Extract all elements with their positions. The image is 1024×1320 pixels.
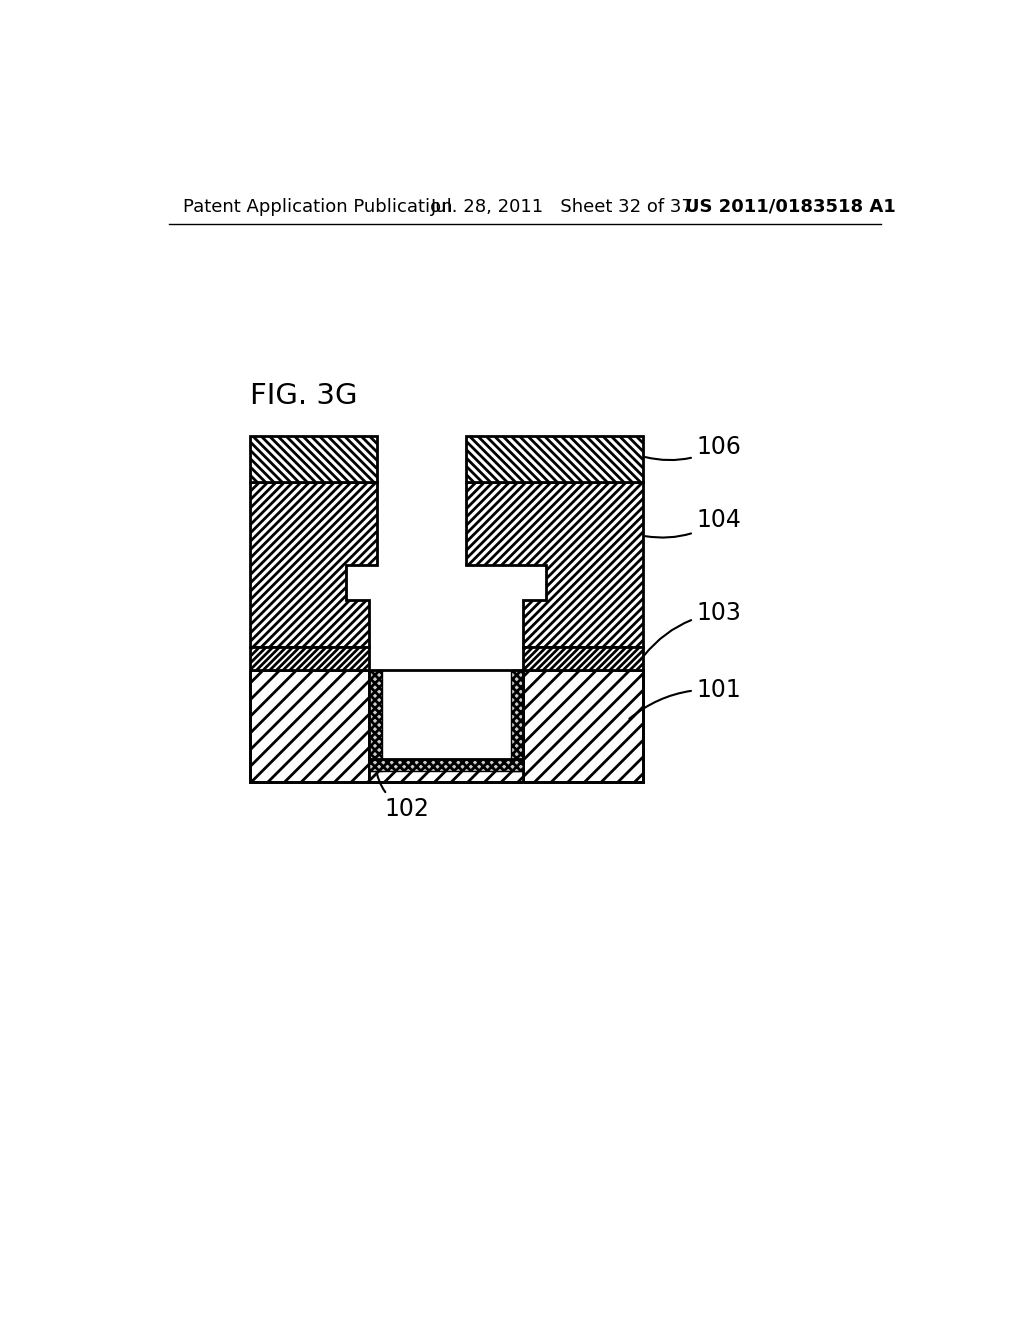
Text: Jul. 28, 2011   Sheet 32 of 37: Jul. 28, 2011 Sheet 32 of 37: [431, 198, 693, 216]
Bar: [250, 436, 377, 482]
Text: FIG. 3G: FIG. 3G: [250, 381, 357, 409]
Bar: [250, 671, 370, 781]
Text: 104: 104: [645, 508, 741, 537]
Text: US 2011/0183518 A1: US 2011/0183518 A1: [685, 198, 896, 216]
Polygon shape: [466, 482, 643, 647]
Bar: [523, 647, 643, 671]
Bar: [370, 671, 382, 771]
Bar: [370, 671, 523, 759]
Bar: [370, 759, 523, 781]
Bar: [466, 436, 643, 482]
Polygon shape: [250, 482, 377, 647]
Bar: [511, 671, 523, 771]
Text: 101: 101: [630, 677, 741, 718]
Text: 102: 102: [376, 766, 429, 821]
Bar: [250, 647, 370, 671]
Text: 103: 103: [644, 601, 741, 655]
Text: 106: 106: [645, 436, 741, 461]
Bar: [370, 759, 523, 771]
Bar: [523, 671, 643, 781]
Text: Patent Application Publication: Patent Application Publication: [183, 198, 453, 216]
Bar: [250, 671, 643, 781]
